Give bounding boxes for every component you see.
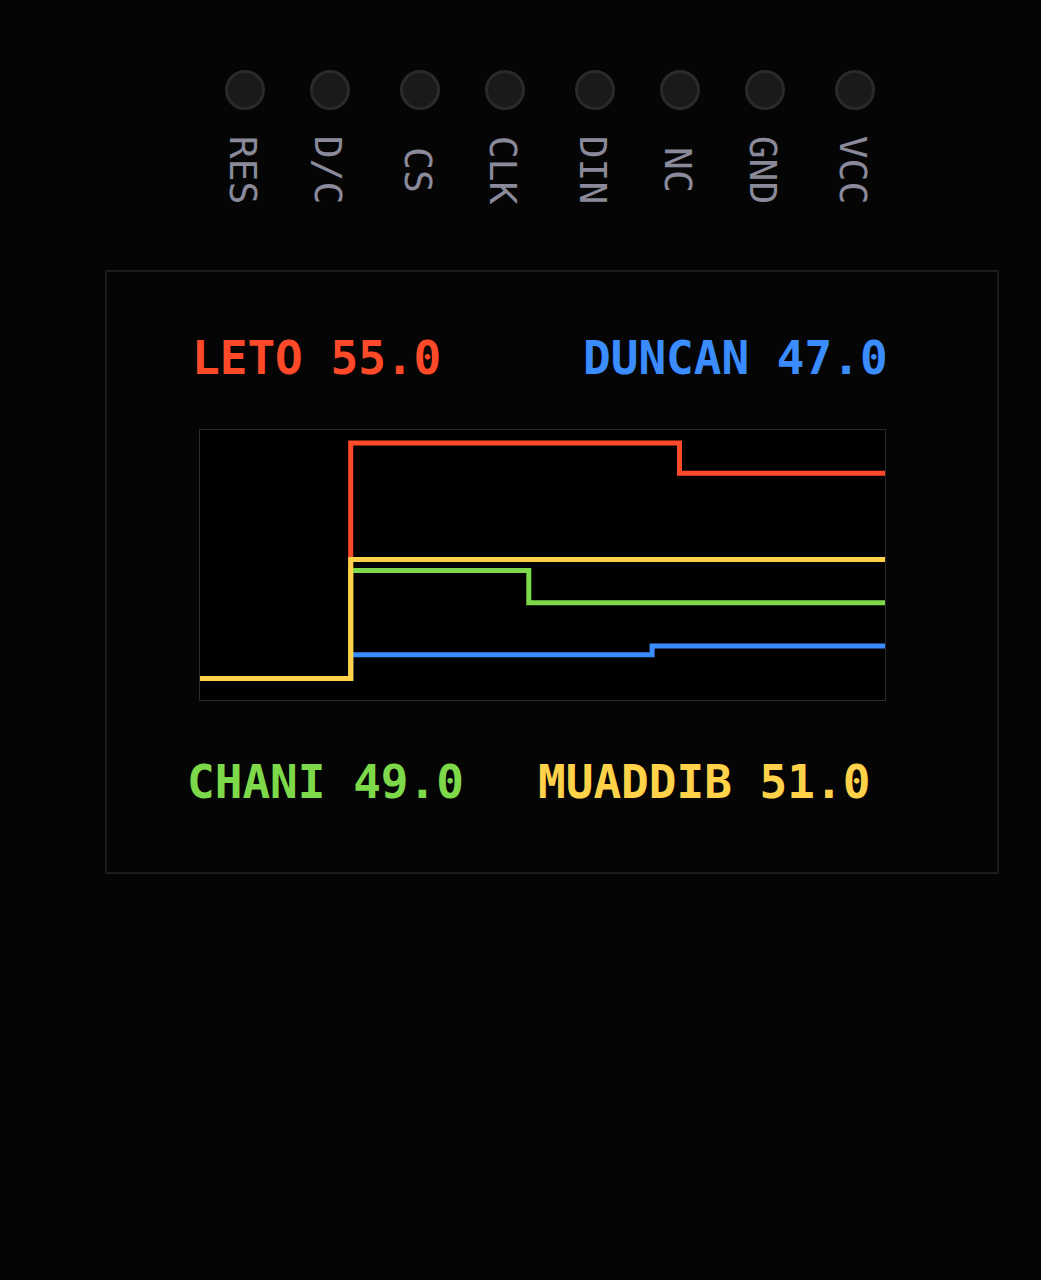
svg-text:LETO 55.0: LETO 55.0: [192, 331, 441, 385]
html-text:D/C: D/C: [306, 135, 350, 205]
svg-text:CHANI 49.0: CHANI 49.0: [187, 755, 464, 809]
html-text:GND: GND: [741, 135, 785, 205]
html-text:CLK: CLK: [481, 135, 525, 205]
html-text:CS: CS: [396, 147, 440, 193]
html-text:NC: NC: [656, 147, 700, 193]
html-text:DIN: DIN: [571, 135, 615, 205]
html-text:VCC: VCC: [831, 135, 875, 205]
svg-text:DUNCAN 47.0: DUNCAN 47.0: [583, 331, 888, 385]
svg-text:MUADDIB 51.0: MUADDIB 51.0: [538, 755, 870, 809]
html-text:RES: RES: [221, 135, 265, 205]
